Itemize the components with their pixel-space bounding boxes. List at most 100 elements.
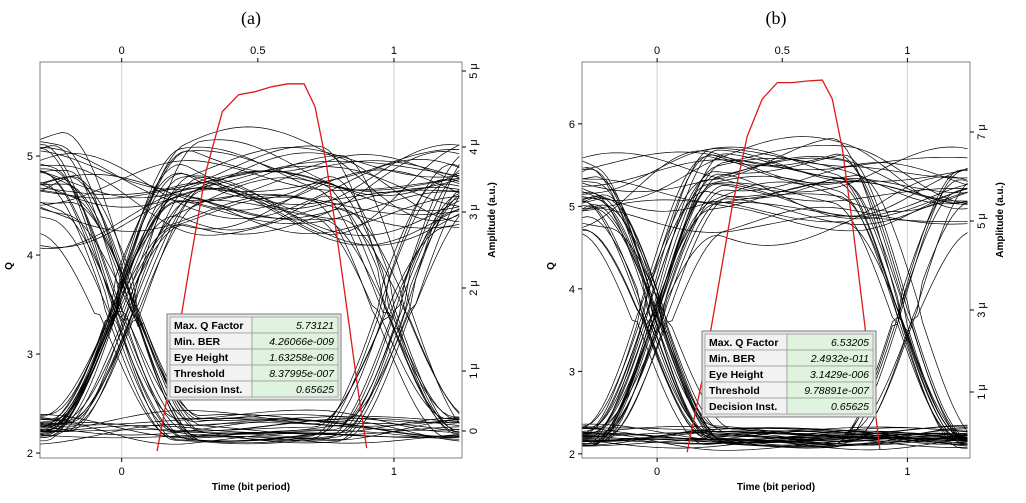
x-top-tick-label: 0 xyxy=(654,45,660,57)
eye-trace xyxy=(40,197,460,423)
metric-label: Decision Inst. xyxy=(174,384,242,396)
metrics-row: Min. BER 2.4932e-011 xyxy=(704,349,874,367)
eye-trace xyxy=(40,147,460,432)
eye-trace xyxy=(40,164,460,425)
metrics-row: Threshold 9.78891e-007 xyxy=(704,381,874,399)
eye-trace xyxy=(40,172,460,425)
eye-trace xyxy=(40,177,460,425)
eye-trace xyxy=(40,163,460,431)
metric-label: Decision Inst. xyxy=(709,401,777,413)
x-tick-label: 0 xyxy=(119,466,125,478)
eye-trace xyxy=(582,199,968,443)
y-tick-label: 5 xyxy=(569,201,575,213)
eye-trace xyxy=(582,151,968,171)
x-tick-label: 0 xyxy=(654,466,660,478)
eye-trace xyxy=(582,136,968,210)
eye-trace xyxy=(40,173,460,432)
eye-trace xyxy=(40,152,460,223)
eye-trace xyxy=(582,162,968,438)
y-axis-title: Q xyxy=(546,262,557,270)
metric-label: Min. BER xyxy=(709,353,755,365)
eye-trace xyxy=(582,146,968,193)
eye-trace xyxy=(40,183,460,422)
eye-trace xyxy=(40,424,460,445)
eye-trace xyxy=(40,139,460,432)
eye-trace xyxy=(582,181,968,212)
metric-value: 0.65625 xyxy=(296,384,334,396)
eye-trace xyxy=(582,435,968,446)
eye-trace xyxy=(40,195,460,232)
eye-trace xyxy=(40,156,460,445)
metrics-row: Max. Q Factor 5.73121 xyxy=(169,316,339,334)
metrics-row: Decision Inst. 0.65625 xyxy=(169,380,339,398)
y-right-tick-label: 7 μ xyxy=(976,124,988,140)
metrics-row: Threshold 8.37995e-007 xyxy=(169,364,339,382)
metrics-row: Min. BER 4.26066e-009 xyxy=(169,332,339,350)
eye-trace xyxy=(582,177,968,440)
x-tick-label: 1 xyxy=(904,466,910,478)
metric-label: Max. Q Factor xyxy=(174,320,243,332)
y-right-tick-label: 3 μ xyxy=(468,204,480,220)
eye-trace xyxy=(582,154,968,432)
y-right-tick-label: 0 xyxy=(468,428,480,434)
eye-trace xyxy=(40,169,460,442)
y-axis-title: Q xyxy=(4,262,15,270)
eye-trace xyxy=(40,164,460,236)
eye-trace xyxy=(40,147,460,203)
y-tick-label: 6 xyxy=(569,119,575,131)
metrics-row: Eye Height 3.1429e-006 xyxy=(704,365,874,383)
eye-trace xyxy=(40,169,460,438)
metric-label: Threshold xyxy=(709,385,760,397)
eye-trace xyxy=(40,141,460,437)
eye-trace xyxy=(40,190,460,423)
metric-label: Threshold xyxy=(174,368,225,380)
eye-trace xyxy=(40,132,460,444)
y-tick-label: 2 xyxy=(27,448,33,460)
eye-trace xyxy=(582,194,968,447)
metric-value: 9.78891e-007 xyxy=(804,385,870,397)
metrics-row: Decision Inst. 0.65625 xyxy=(704,397,874,415)
eye-trace xyxy=(582,207,968,436)
eye-trace xyxy=(40,175,460,438)
eye-trace xyxy=(582,174,968,437)
y-right-tick-label: 2 μ xyxy=(468,280,480,296)
metric-value: 1.63258e-006 xyxy=(269,352,334,364)
x-axis-title: Time (bit period) xyxy=(212,482,290,493)
y-tick-label: 3 xyxy=(569,366,575,378)
y-right-axis-title: Amplitude (a.u.) xyxy=(487,182,498,258)
x-axis-title: Time (bit period) xyxy=(737,482,815,493)
metric-value: 3.1429e-006 xyxy=(810,369,869,381)
q-factor-curve xyxy=(686,79,881,453)
eye-trace xyxy=(40,151,460,437)
metric-value-cell xyxy=(786,397,874,415)
plot-frame xyxy=(39,61,463,459)
panel-label: (a) xyxy=(241,8,261,29)
metrics-row: Eye Height 1.63258e-006 xyxy=(169,348,339,366)
eye-trace xyxy=(582,188,968,232)
y-right-tick-label: 1 μ xyxy=(976,384,988,400)
eye-trace xyxy=(582,438,968,451)
eye-trace xyxy=(40,187,460,249)
eye-trace xyxy=(40,168,460,432)
eye-trace xyxy=(582,150,968,228)
metrics-row: Max. Q Factor 6.53205 xyxy=(704,333,874,351)
metric-value: 5.73121 xyxy=(296,320,334,332)
eye-trace xyxy=(582,182,968,442)
eye-trace xyxy=(40,181,460,431)
metric-value: 6.53205 xyxy=(831,337,869,349)
metrics-table: Max. Q Factor 5.73121 Min. BER 4.26066e-009… xyxy=(166,313,342,401)
eye-trace xyxy=(582,157,968,439)
eye-trace xyxy=(582,181,968,449)
eye-traces xyxy=(582,136,968,451)
eye-trace xyxy=(40,154,460,432)
x-top-tick-label: 0.5 xyxy=(250,45,265,57)
eye-trace xyxy=(582,195,968,437)
y-right-axis-title: Amplitude (a.u.) xyxy=(995,182,1006,258)
y-tick-label: 3 xyxy=(27,349,33,361)
eye-trace xyxy=(40,414,460,438)
eye-trace xyxy=(582,160,968,440)
y-tick-label: 4 xyxy=(27,250,33,262)
metric-value-cell xyxy=(251,380,339,398)
eye-trace xyxy=(582,432,968,446)
